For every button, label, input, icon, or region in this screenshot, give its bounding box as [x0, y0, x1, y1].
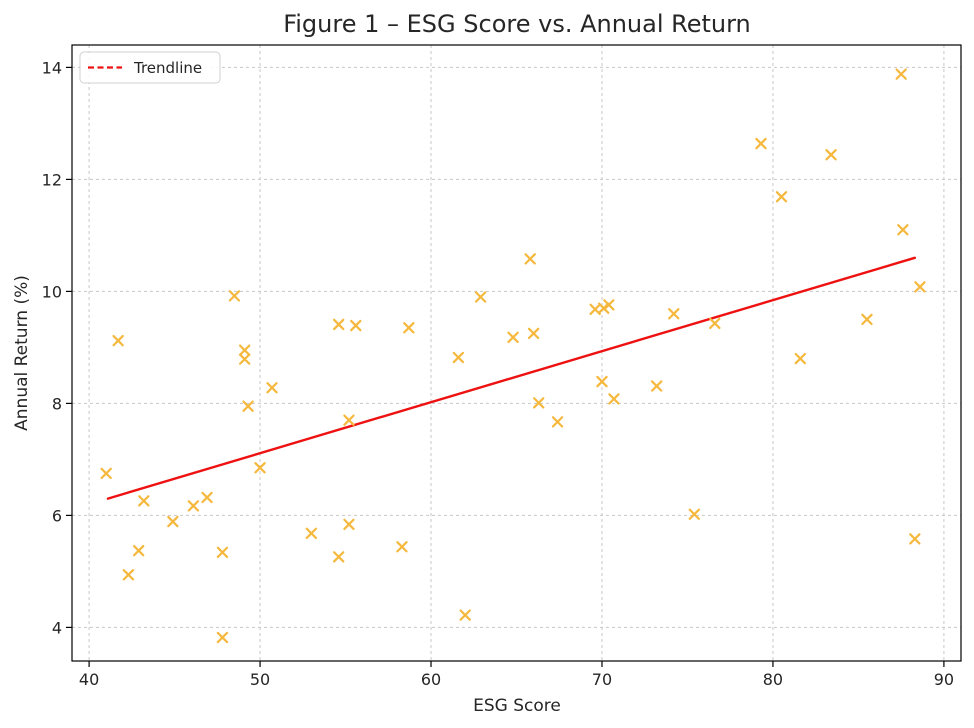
x-tick-label: 90	[934, 670, 954, 689]
data-point	[396, 541, 408, 553]
data-point	[187, 500, 200, 512]
data-point	[242, 400, 254, 412]
data-point	[755, 137, 767, 150]
data-point	[507, 331, 519, 344]
grid-lines	[72, 45, 961, 661]
data-point	[228, 290, 241, 302]
x-tick-label: 60	[421, 670, 441, 689]
data-point	[216, 546, 229, 559]
data-point	[100, 467, 112, 480]
data-point	[597, 302, 610, 314]
data-point	[861, 313, 873, 326]
data-point	[452, 351, 465, 364]
data-point	[897, 224, 909, 236]
data-point	[914, 281, 926, 293]
x-axis-label: ESG Score	[473, 696, 561, 716]
data-point	[201, 491, 213, 504]
data-point	[132, 544, 145, 557]
trendline	[106, 256, 917, 500]
data-point	[112, 334, 124, 347]
legend: Trendline	[79, 51, 221, 84]
data-point	[122, 569, 135, 581]
data-point	[254, 462, 266, 474]
axis-ticks: 40 50 60 70 80 90 4 6 8 10 12 14	[42, 58, 954, 689]
data-point	[138, 495, 150, 507]
data-point	[459, 609, 471, 621]
legend-label-trendline: Trendline	[133, 59, 202, 77]
y-tick-label: 4	[52, 618, 62, 637]
data-point	[238, 344, 251, 356]
data-point	[474, 291, 487, 303]
data-point	[533, 397, 545, 409]
data-point	[333, 551, 345, 563]
data-point	[794, 352, 806, 365]
data-point	[650, 380, 663, 392]
data-point	[350, 319, 362, 332]
x-tick-label: 80	[763, 670, 783, 689]
data-point	[775, 191, 788, 203]
legend-box	[79, 51, 221, 84]
data-point	[608, 393, 620, 405]
data-point	[825, 149, 837, 161]
data-point	[167, 515, 179, 528]
plot-frame	[71, 44, 962, 662]
data-point	[343, 518, 355, 531]
y-tick-label: 6	[52, 506, 62, 525]
data-point	[524, 253, 536, 265]
y-tick-label: 14	[42, 58, 62, 77]
data-point	[688, 508, 701, 520]
data-point	[909, 533, 921, 545]
y-tick-label: 8	[52, 394, 62, 413]
data-point	[403, 322, 415, 334]
data-point	[596, 375, 608, 388]
y-axis-label: Annual Return (%)	[12, 275, 32, 431]
x-tick-label: 70	[592, 670, 612, 689]
data-point	[343, 414, 355, 426]
data-point	[216, 631, 229, 644]
data-point	[603, 299, 615, 311]
data-point	[305, 527, 318, 540]
data-point	[527, 327, 540, 340]
data-points	[100, 68, 926, 644]
data-point	[551, 416, 564, 428]
chart-title: Figure 1 – ESG Score vs. Annual Return	[283, 10, 751, 38]
data-point	[238, 353, 251, 365]
trendline-layer	[106, 256, 917, 500]
data-point	[709, 317, 721, 330]
data-point	[333, 318, 345, 331]
data-point	[266, 382, 278, 394]
data-point	[668, 308, 680, 320]
y-tick-label: 10	[42, 282, 62, 301]
y-tick-label: 12	[42, 170, 62, 189]
x-tick-label: 50	[250, 670, 270, 689]
data-point	[895, 68, 907, 80]
x-tick-label: 40	[79, 670, 99, 689]
